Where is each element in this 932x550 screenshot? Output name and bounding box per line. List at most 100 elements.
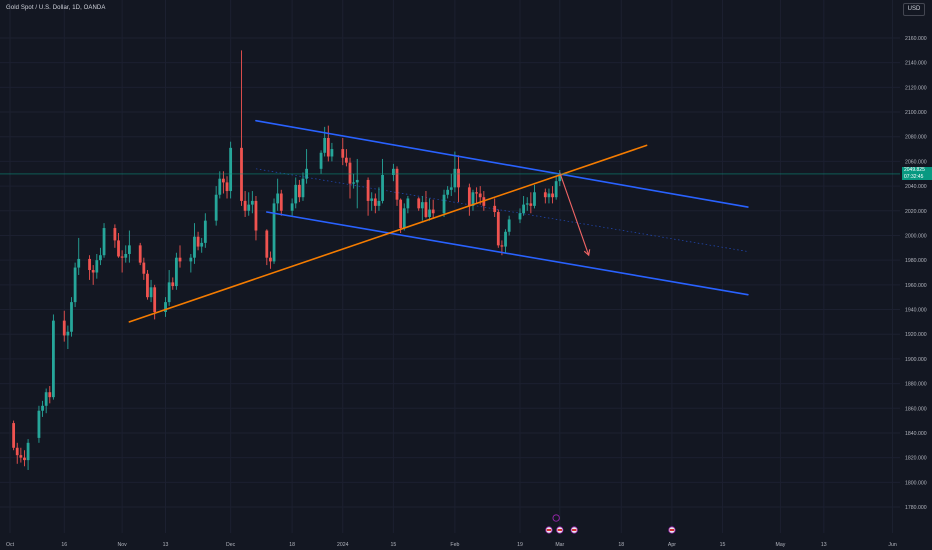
time-tick-label: Dec bbox=[226, 542, 236, 548]
candle-2024-01-01 bbox=[341, 137, 345, 166]
candle-body bbox=[522, 204, 526, 214]
projection-arrow bbox=[559, 172, 591, 257]
candle-body bbox=[23, 457, 26, 461]
candle-2023-10-25 bbox=[95, 253, 99, 279]
price-axis[interactable]: 2160.000 2140.000 2120.000 2100.000 2080.000… bbox=[905, 36, 927, 511]
flag-event-icon[interactable] bbox=[545, 526, 553, 534]
candle-2024-01-03 bbox=[348, 157, 352, 199]
candle-2023-11-30 bbox=[225, 176, 229, 199]
candle-body bbox=[164, 302, 167, 312]
candle-body bbox=[431, 209, 435, 214]
time-tick-label: Oct bbox=[6, 542, 15, 548]
candle-2023-10-06 bbox=[26, 439, 30, 470]
candle-2023-12-01 bbox=[229, 141, 233, 199]
candle-2024-02-16 bbox=[507, 215, 511, 236]
currency-button[interactable]: USD bbox=[903, 3, 925, 16]
candle-2023-12-19 bbox=[294, 177, 298, 209]
candle-2023-10-05 bbox=[23, 450, 26, 467]
candle-2023-11-27 bbox=[214, 186, 218, 226]
candle-body bbox=[395, 168, 399, 200]
candle-body bbox=[99, 255, 102, 261]
candle-body bbox=[66, 331, 70, 336]
candle-2023-11-22 bbox=[196, 231, 200, 251]
candle-2024-02-22 bbox=[529, 192, 533, 214]
candle-2024-02-02 bbox=[457, 155, 460, 203]
candle-body bbox=[500, 245, 504, 247]
price-tick-label: 2080.000 bbox=[905, 135, 927, 141]
candle-2023-10-12 bbox=[48, 386, 52, 404]
candle-body bbox=[174, 257, 178, 287]
candle-2024-02-19 bbox=[518, 208, 522, 224]
candle-2023-11-28 bbox=[218, 171, 222, 199]
candle-body bbox=[113, 228, 117, 241]
candle-2023-11-24 bbox=[203, 213, 207, 248]
candle-2023-12-20 bbox=[297, 179, 301, 203]
candle-body bbox=[243, 200, 247, 211]
drawings-back-layer bbox=[255, 168, 748, 252]
time-tick-label: 18 bbox=[289, 542, 295, 548]
candle-body bbox=[529, 203, 533, 206]
candle-body bbox=[196, 236, 200, 247]
candle-2024-02-12 bbox=[493, 198, 497, 217]
candle-2023-10-17 bbox=[66, 325, 70, 350]
price-tick-label: 1860.000 bbox=[905, 406, 927, 412]
candle-body bbox=[399, 199, 403, 229]
price-tick-label: 2120.000 bbox=[905, 85, 927, 91]
candle-body bbox=[352, 182, 356, 184]
candle-2023-11-09 bbox=[149, 279, 153, 303]
candle-2024-01-22 bbox=[417, 197, 421, 211]
candle-body bbox=[297, 184, 301, 198]
event-markers[interactable] bbox=[545, 514, 676, 534]
candle-2023-12-27 bbox=[323, 126, 327, 157]
candle-2023-11-03 bbox=[127, 230, 131, 263]
flag-event-icon[interactable] bbox=[668, 526, 676, 534]
candle-body bbox=[417, 198, 421, 209]
flag-event-icon[interactable] bbox=[556, 526, 564, 534]
price-tick-label: 1980.000 bbox=[905, 258, 927, 264]
candle-body bbox=[392, 168, 395, 175]
candle-body bbox=[420, 202, 424, 209]
candle-body bbox=[301, 178, 305, 198]
candle-body bbox=[554, 181, 558, 198]
candle-2023-10-09 bbox=[37, 405, 41, 443]
candle-body bbox=[507, 219, 511, 232]
candle-body bbox=[294, 184, 298, 204]
candle-body bbox=[193, 236, 196, 258]
candle-2023-12-26 bbox=[319, 150, 323, 174]
candle-2023-11-13 bbox=[164, 297, 167, 317]
candle-2024-01-24 bbox=[424, 191, 428, 219]
candle-2023-11-08 bbox=[146, 270, 149, 300]
flag-event-icon[interactable] bbox=[570, 526, 578, 534]
price-tick-label: 2020.000 bbox=[905, 209, 927, 215]
drawings-front-layer bbox=[128, 119, 749, 323]
candle-body bbox=[341, 149, 345, 158]
price-tick-label: 2040.000 bbox=[905, 184, 927, 190]
candle-2023-10-26 bbox=[99, 247, 102, 266]
candle-2023-11-15 bbox=[171, 277, 175, 290]
candle-body bbox=[95, 260, 99, 273]
symbol-title[interactable]: Gold Spot / U.S. Dollar, 1D, OANDA bbox=[6, 5, 106, 11]
earnings-event-icon[interactable] bbox=[552, 514, 560, 522]
candle-body bbox=[496, 212, 500, 246]
price-tick-label: 2100.000 bbox=[905, 110, 927, 116]
candle-body bbox=[41, 405, 44, 411]
time-tick-label: Feb bbox=[450, 542, 459, 548]
channel-median-line bbox=[255, 168, 748, 252]
candle-body bbox=[265, 230, 269, 258]
candle-body bbox=[15, 447, 19, 456]
candle-2023-10-10 bbox=[41, 400, 44, 417]
time-tick-label: 15 bbox=[720, 542, 726, 548]
time-tick-label: 13 bbox=[163, 542, 169, 548]
candle-body bbox=[200, 242, 204, 247]
candle-2023-12-18 bbox=[290, 198, 294, 217]
candle-body bbox=[48, 392, 52, 398]
time-axis[interactable]: Oct 16 Nov 13 Dec 18 2024 15 Feb 19 Mar 18 Apr 15 May 1… bbox=[6, 542, 932, 548]
candle-body bbox=[348, 162, 352, 184]
candle-body bbox=[178, 257, 182, 262]
price-tick-label: 1880.000 bbox=[905, 382, 927, 388]
candle-2024-02-05 bbox=[467, 183, 471, 216]
candle-body bbox=[124, 253, 128, 258]
candle-body bbox=[222, 178, 225, 183]
candle-2024-02-27 bbox=[547, 188, 551, 204]
